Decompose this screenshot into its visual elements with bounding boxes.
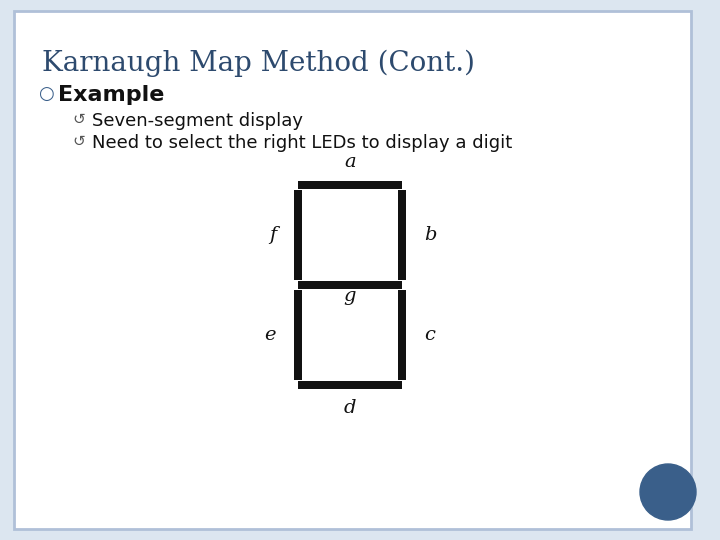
Text: a: a xyxy=(344,153,356,171)
Text: c: c xyxy=(424,326,435,344)
Text: g: g xyxy=(343,287,356,305)
Text: ↺: ↺ xyxy=(72,134,85,149)
Text: f: f xyxy=(269,226,276,244)
Text: d: d xyxy=(343,399,356,417)
Text: ↺: ↺ xyxy=(72,112,85,127)
Text: b: b xyxy=(424,226,436,244)
Text: Seven-segment display: Seven-segment display xyxy=(92,112,303,130)
Bar xyxy=(298,281,402,289)
Bar xyxy=(398,290,406,380)
Circle shape xyxy=(640,464,696,520)
Text: e: e xyxy=(264,326,276,344)
Text: ○: ○ xyxy=(38,85,54,103)
Bar xyxy=(298,381,402,389)
Text: Karnaugh Map Method (Cont.): Karnaugh Map Method (Cont.) xyxy=(42,50,475,77)
Bar xyxy=(398,190,406,280)
Text: Example: Example xyxy=(58,85,164,105)
Bar xyxy=(294,290,302,380)
Bar xyxy=(294,190,302,280)
Text: Need to select the right LEDs to display a digit: Need to select the right LEDs to display… xyxy=(92,134,512,152)
Bar xyxy=(298,181,402,189)
